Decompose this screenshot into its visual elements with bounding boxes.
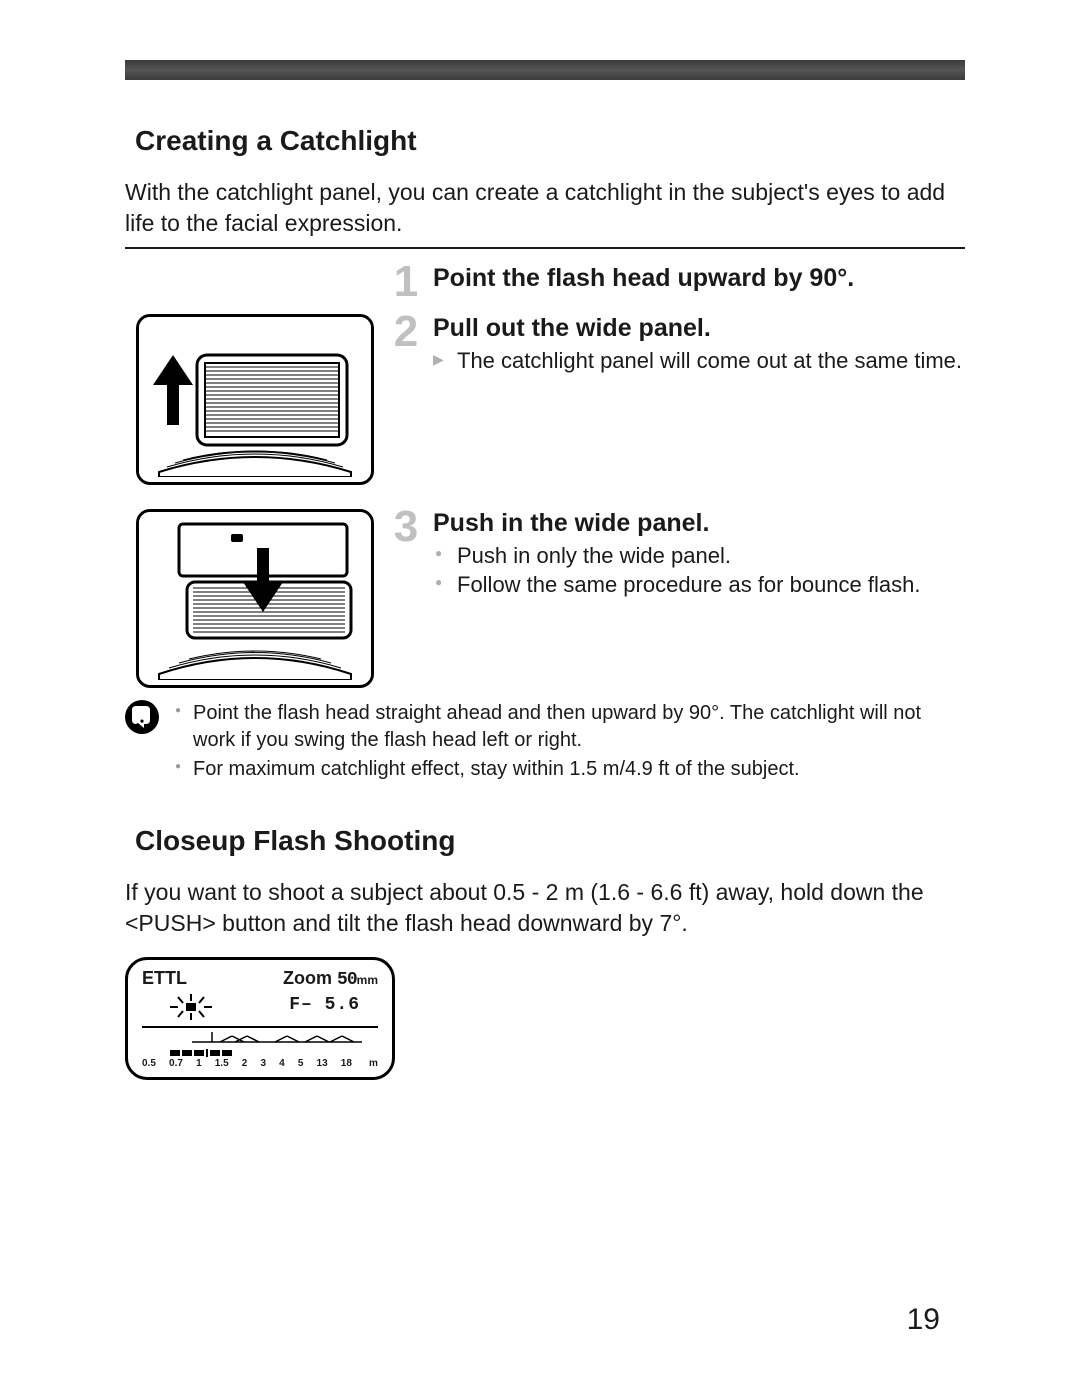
section-title-closeup: Closeup Flash Shooting xyxy=(135,825,965,857)
step-heading: Pull out the wide panel. xyxy=(433,314,965,343)
lcd-range-bars xyxy=(170,1049,378,1057)
note-item: For maximum catchlight effect, stay with… xyxy=(193,756,965,783)
section-intro-closeup: If you want to shoot a subject about 0.5… xyxy=(125,877,965,939)
figure-push-panel xyxy=(136,509,374,688)
step-number: 2 xyxy=(385,310,427,354)
lcd-distance-scale: 0.5 0.7 1 1.5 2 3 4 5 13 18 m xyxy=(142,1058,378,1069)
step-3: 3 Push in the wide panel. Push in only t… xyxy=(125,509,965,688)
page-number: 19 xyxy=(907,1303,940,1337)
caution-icon xyxy=(125,700,159,734)
lcd-range-icon xyxy=(192,1030,378,1049)
figure-pull-panel xyxy=(136,314,374,485)
lcd-mode: ETTL xyxy=(142,968,187,989)
step-number: 1 xyxy=(385,260,427,304)
divider xyxy=(125,247,965,249)
lcd-zoom: Zoom 50mm xyxy=(283,968,378,990)
step-2: 2 Pull out the wide panel. The catchligh… xyxy=(125,314,965,485)
header-bar xyxy=(125,60,965,80)
lcd-zoom-unit: mm xyxy=(357,973,378,987)
lcd-aperture: F– 5.6 xyxy=(218,995,360,1015)
steps-list: 1 Point the flash head upward by 90°. xyxy=(125,264,965,688)
step-heading: Point the flash head upward by 90°. xyxy=(433,264,965,293)
section-intro-catchlight: With the catchlight panel, you can creat… xyxy=(125,177,965,239)
lcd-zoom-value: 50 xyxy=(337,970,357,990)
step-1: 1 Point the flash head upward by 90°. xyxy=(125,264,965,304)
note-item: Point the flash head straight ahead and … xyxy=(193,700,965,754)
lcd-display: ETTL Zoom 50mm xyxy=(125,957,395,1080)
section-title-catchlight: Creating a Catchlight xyxy=(135,125,965,157)
note-block: Point the flash head straight ahead and … xyxy=(125,700,965,785)
step-number: 3 xyxy=(385,505,427,549)
lcd-zoom-label: Zoom xyxy=(283,968,332,988)
step-bullet: Follow the same procedure as for bounce … xyxy=(457,571,965,600)
step-subtext: The catchlight panel will come out at th… xyxy=(457,347,965,376)
step-bullet: Push in only the wide panel. xyxy=(457,542,965,571)
lcd-burst-icon xyxy=(164,992,218,1022)
step-heading: Push in the wide panel. xyxy=(433,509,965,538)
